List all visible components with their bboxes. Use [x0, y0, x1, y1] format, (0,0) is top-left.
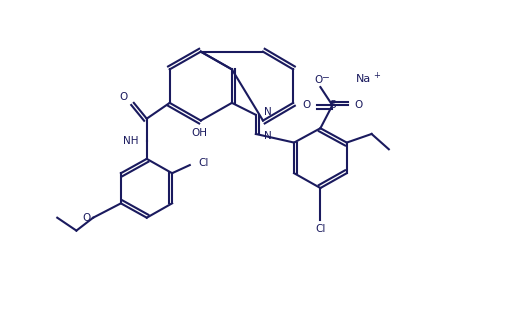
Text: Cl: Cl: [315, 224, 326, 234]
Text: N: N: [265, 107, 272, 118]
Text: Na: Na: [356, 74, 371, 84]
Text: OH: OH: [192, 128, 208, 137]
Text: −: −: [322, 72, 330, 81]
Text: O: O: [354, 100, 362, 110]
Text: Cl: Cl: [198, 158, 209, 168]
Text: O: O: [83, 213, 91, 223]
Text: S: S: [329, 100, 336, 110]
Text: O: O: [302, 100, 311, 110]
Text: NH: NH: [123, 136, 138, 146]
Text: O: O: [120, 92, 128, 102]
Text: +: +: [373, 71, 380, 80]
Text: O: O: [314, 75, 322, 85]
Text: N: N: [265, 131, 272, 142]
